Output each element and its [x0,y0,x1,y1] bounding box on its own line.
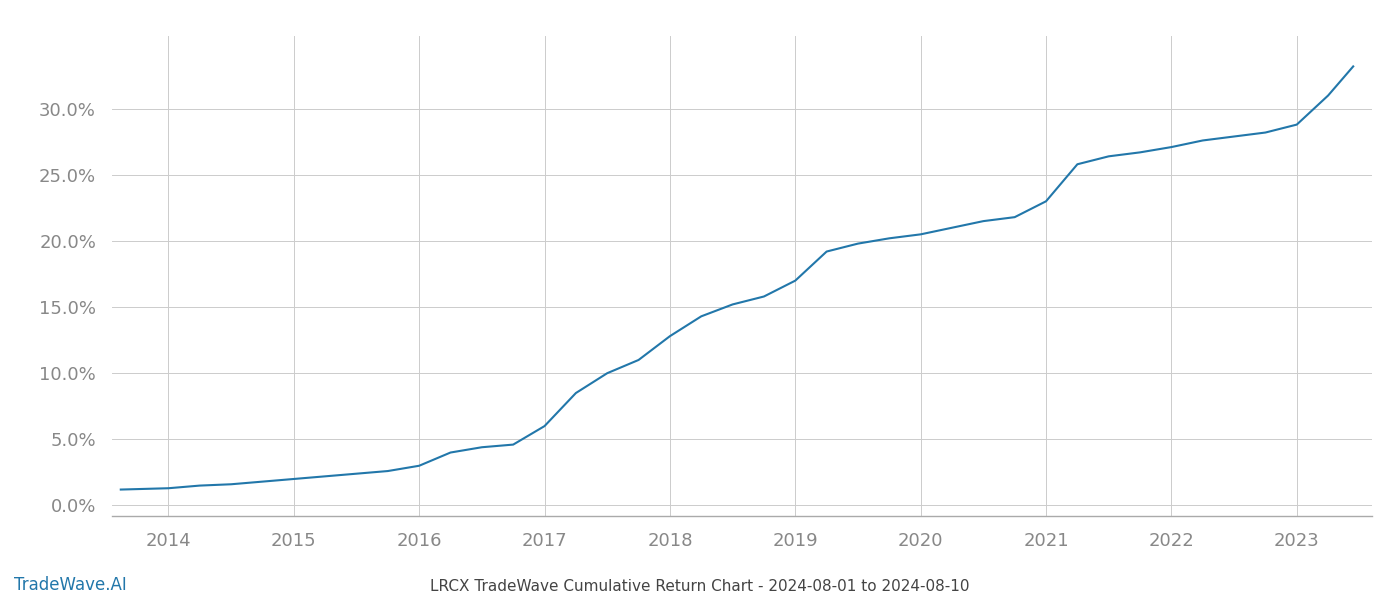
Text: LRCX TradeWave Cumulative Return Chart - 2024-08-01 to 2024-08-10: LRCX TradeWave Cumulative Return Chart -… [430,579,970,594]
Text: TradeWave.AI: TradeWave.AI [14,576,127,594]
